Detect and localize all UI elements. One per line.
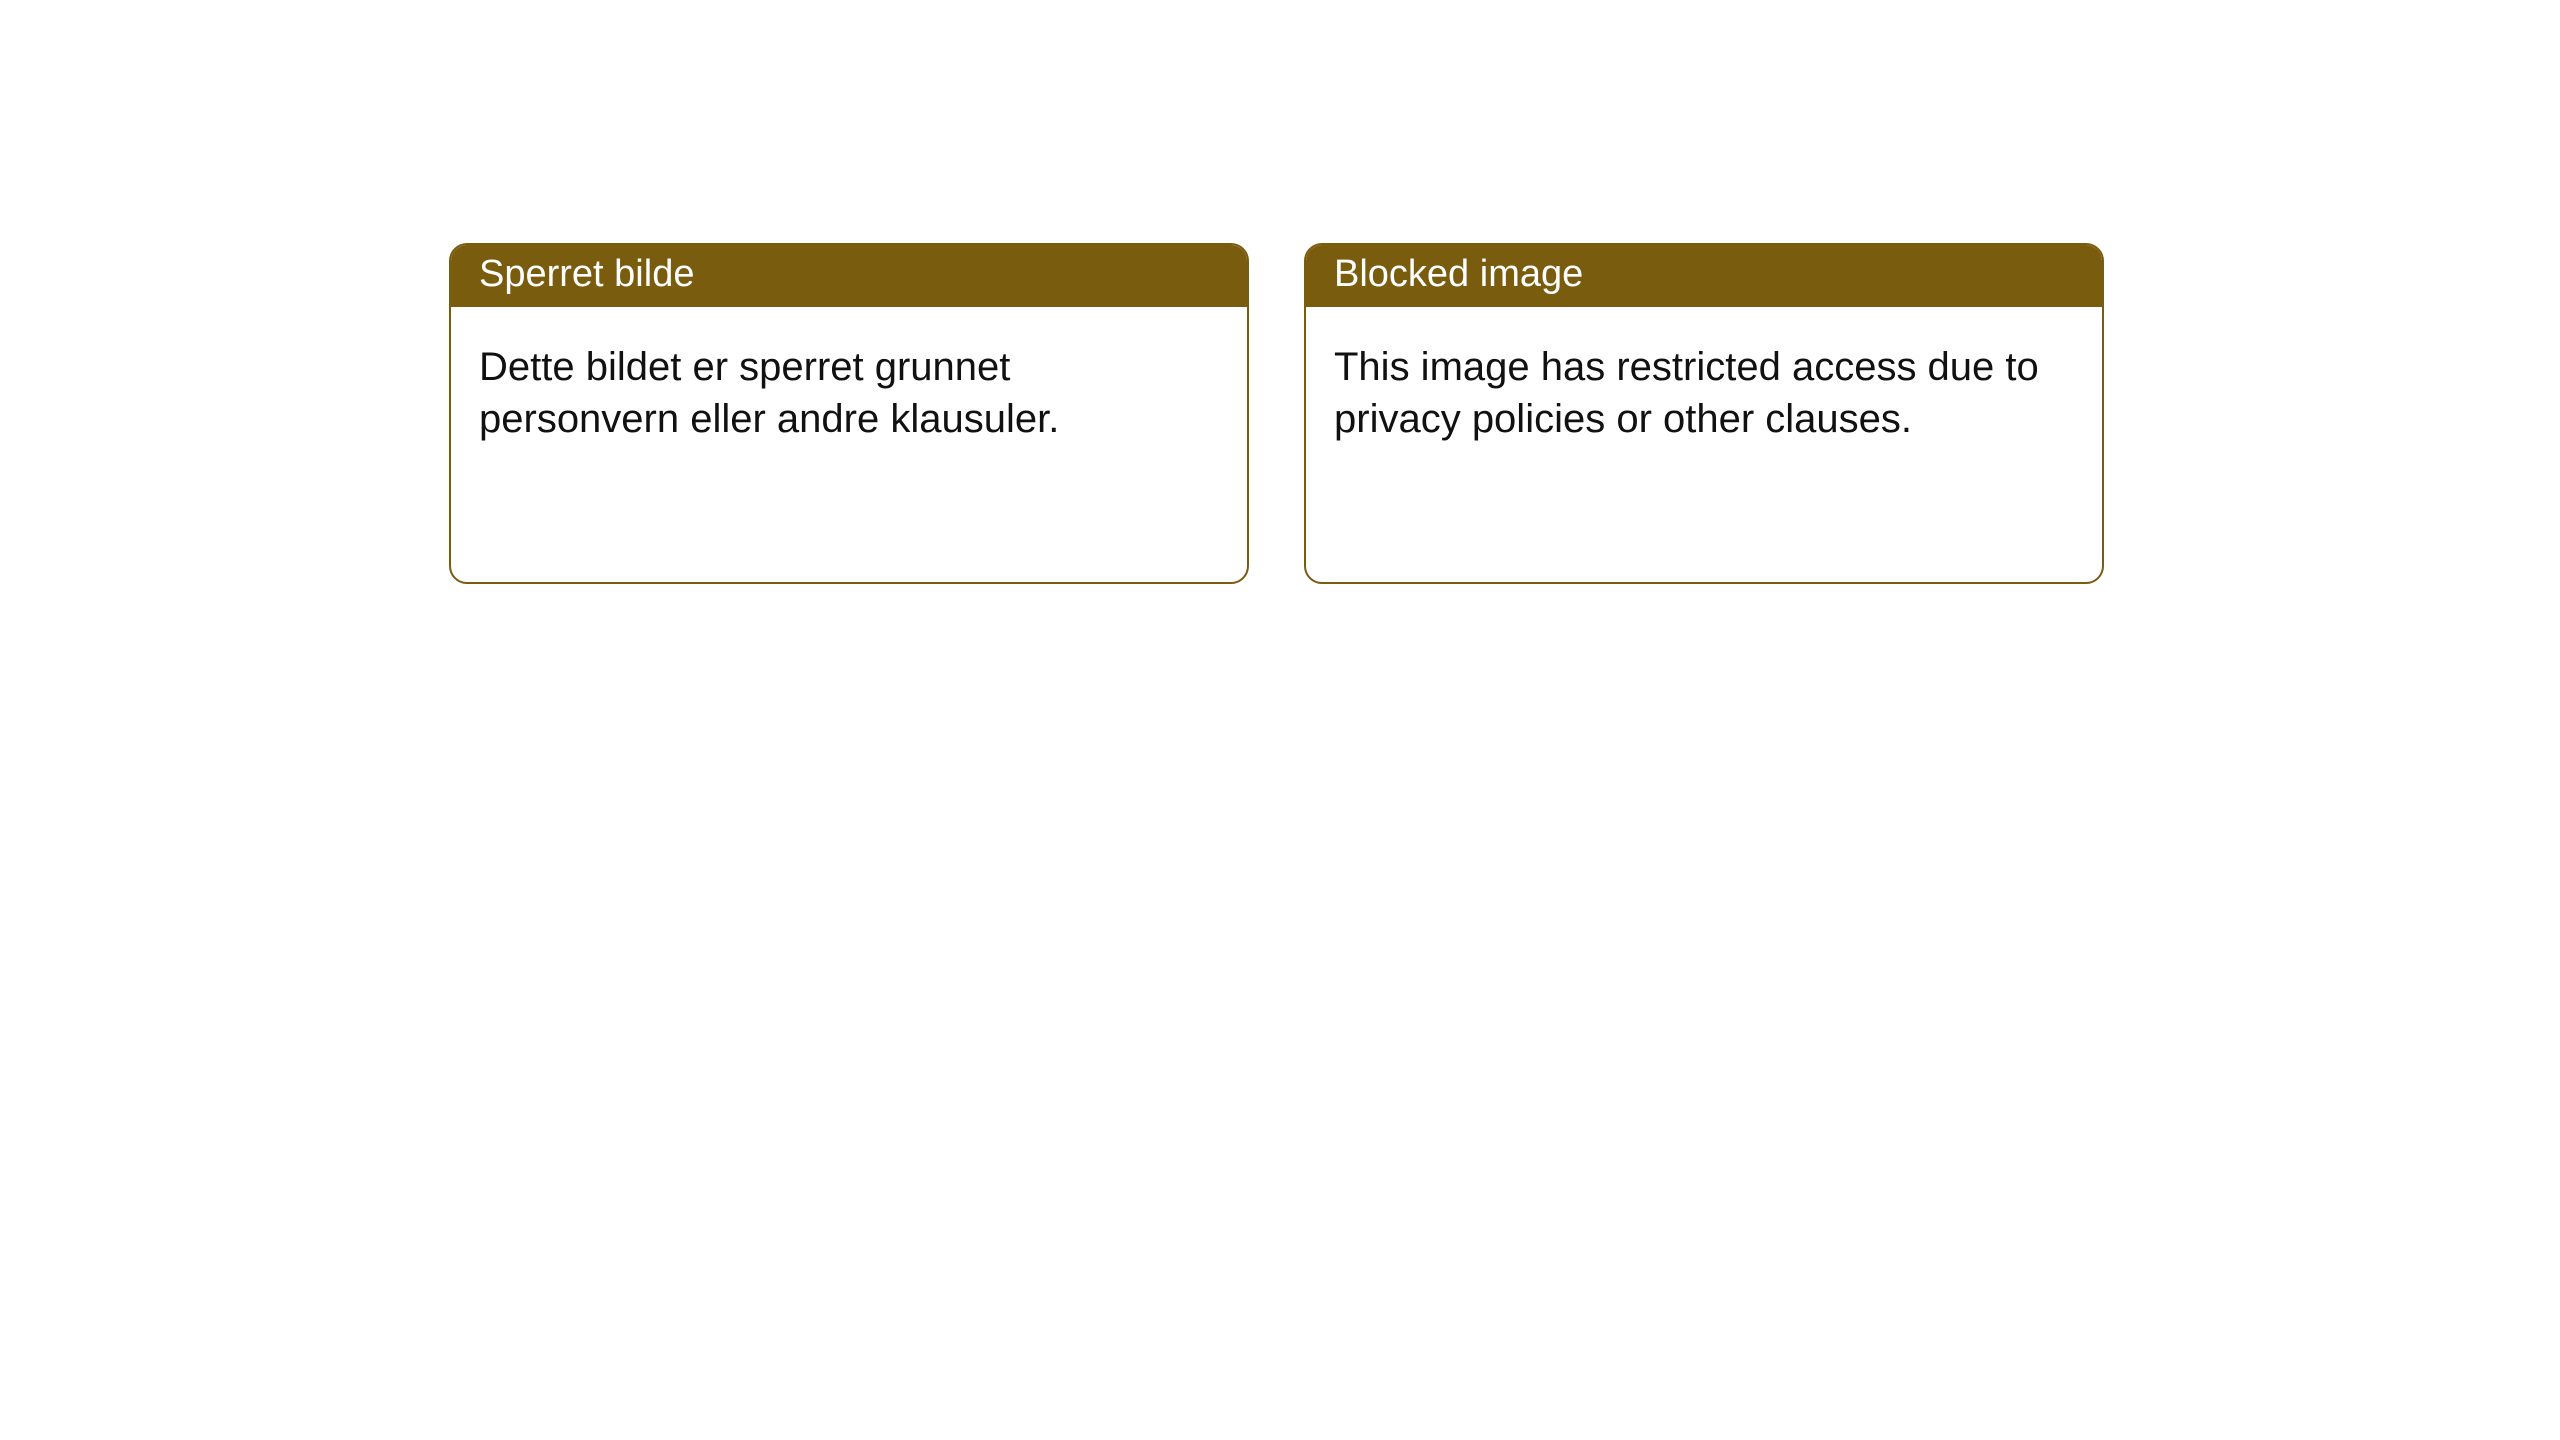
notice-cards-container: Sperret bilde Dette bildet er sperret gr… [449,243,2104,584]
card-body: Dette bildet er sperret grunnet personve… [451,307,1247,582]
card-header: Sperret bilde [451,245,1247,307]
notice-card-english: Blocked image This image has restricted … [1304,243,2104,584]
notice-card-norwegian: Sperret bilde Dette bildet er sperret gr… [449,243,1249,584]
card-header: Blocked image [1306,245,2102,307]
card-body: This image has restricted access due to … [1306,307,2102,582]
card-body-text: This image has restricted access due to … [1334,345,2039,441]
card-title: Sperret bilde [479,253,694,295]
card-title: Blocked image [1334,253,1583,295]
card-body-text: Dette bildet er sperret grunnet personve… [479,345,1059,441]
